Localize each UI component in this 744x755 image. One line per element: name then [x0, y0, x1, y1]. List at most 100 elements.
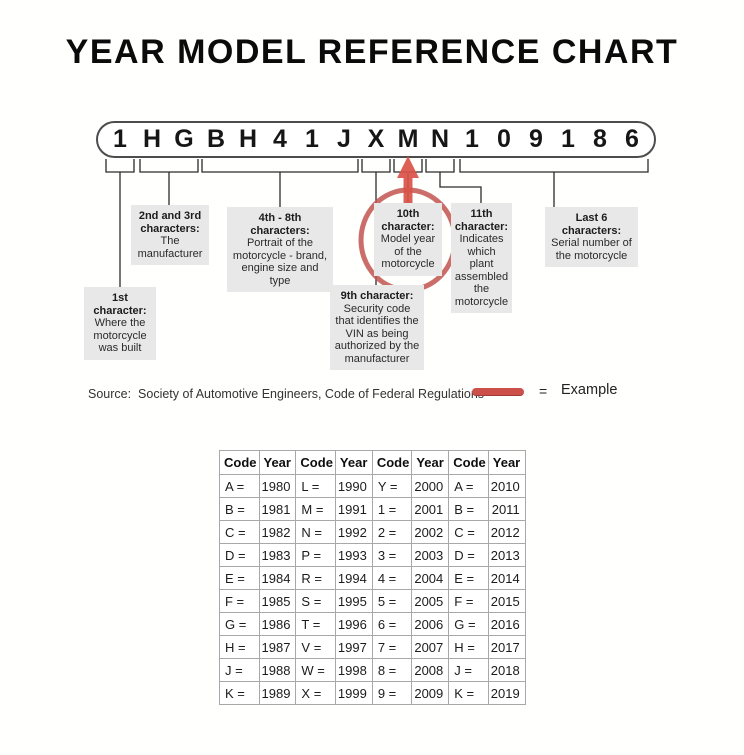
table-row: E = 1984 R = 1994 4 = 2004 E = 2014 [219, 566, 526, 590]
table-header-cell: Year [334, 450, 373, 475]
code-cell: R = [295, 566, 336, 590]
year-code-table: Code Year Code Year Code Year Code Year A = 1980… [219, 450, 526, 705]
year-cell: 2019 [487, 681, 526, 705]
year-cell: 2003 [411, 543, 450, 567]
code-cell: K = [448, 681, 489, 705]
year-cell: 1994 [334, 566, 373, 590]
callout-last-6-characters: Last 6 characters: Serial number of the … [545, 207, 638, 267]
code-cell: S = [295, 589, 336, 613]
code-cell: 8 = [371, 658, 413, 682]
year-cell: 1995 [334, 589, 373, 613]
code-cell: K = [219, 681, 260, 705]
table-row: J = 1988 W = 1998 8 = 2008 J = 2018 [219, 658, 526, 682]
table-row: F = 1985 S = 1995 5 = 2005 F = 2015 [219, 589, 526, 613]
code-cell: H = [219, 635, 260, 659]
callout-body: The manufacturer [137, 235, 203, 260]
code-cell: B = [219, 497, 260, 521]
callout-body: Serial number of the motorcycle [551, 237, 632, 262]
callout-heading: 4th - 8th characters: [250, 212, 310, 237]
vin-character: M [397, 125, 419, 153]
year-cell: 1997 [334, 635, 373, 659]
table-row: D = 1983 P = 1993 3 = 2003 D = 2013 [219, 543, 526, 567]
year-cell: 2018 [487, 658, 526, 682]
code-cell: J = [219, 658, 260, 682]
year-cell: 1985 [258, 589, 297, 613]
code-cell: W = [295, 658, 336, 682]
code-cell: D = [448, 543, 489, 567]
code-cell: E = [219, 566, 260, 590]
year-cell: 2015 [487, 589, 526, 613]
year-cell: 2009 [411, 681, 450, 705]
callout-heading: 1st character: [93, 292, 147, 317]
vin-character: 1 [305, 125, 319, 153]
table-header-cell: Year [487, 450, 526, 475]
code-cell: T = [295, 612, 336, 636]
code-cell: F = [219, 589, 260, 613]
table-row: G = 1986 T = 1996 6 = 2006 G = 2016 [219, 612, 526, 636]
year-cell: 2016 [487, 612, 526, 636]
code-cell: Y = [371, 474, 413, 498]
example-legend-line-icon [472, 388, 524, 396]
year-table-body: A = 1980 L = 1990 Y = 2000 A = 2010 B = 1981 M = 19… [219, 474, 526, 705]
year-cell: 2010 [487, 474, 526, 498]
code-cell: P = [295, 543, 336, 567]
year-cell: 1980 [258, 474, 297, 498]
year-cell: 1991 [334, 497, 373, 521]
year-cell: 1981 [258, 497, 297, 521]
table-header-cell: Code [295, 450, 336, 475]
table-header-cell: Code [448, 450, 489, 475]
vin-character: G [174, 125, 194, 153]
year-cell: 2007 [411, 635, 450, 659]
callout-heading: 11th character: [454, 208, 509, 233]
year-cell: 2012 [487, 520, 526, 544]
vin-character: N [430, 125, 450, 153]
callout-2nd-3rd-characters: 2nd and 3rd characters: The manufacturer [131, 205, 209, 265]
vin-character: 1 [561, 125, 575, 153]
year-cell: 2013 [487, 543, 526, 567]
year-cell: 1989 [258, 681, 297, 705]
code-cell: 1 = [371, 497, 413, 521]
code-cell: J = [448, 658, 489, 682]
callout-heading: 9th character: [340, 290, 414, 302]
year-cell: 2000 [411, 474, 450, 498]
table-header-cell: Code [371, 450, 413, 475]
code-cell: E = [448, 566, 489, 590]
year-cell: 2006 [411, 612, 450, 636]
callout-body: Indicates which plant assembled the moto… [454, 233, 509, 308]
callout-body: Model year of the motorcycle [380, 233, 436, 270]
vin-character: 1 [113, 125, 127, 153]
code-cell: C = [448, 520, 489, 544]
code-cell: M = [295, 497, 336, 521]
table-row: C = 1982 N = 1992 2 = 2002 C = 2012 [219, 520, 526, 544]
legend-example-label: Example [561, 382, 618, 398]
code-cell: C = [219, 520, 260, 544]
legend-equals-sign: = [539, 383, 548, 399]
code-cell: 7 = [371, 635, 413, 659]
source-text: Source: Society of Automotive Engineers,… [88, 387, 485, 401]
year-cell: 2011 [487, 497, 526, 521]
table-row: H = 1987 V = 1997 7 = 2007 H = 2017 [219, 635, 526, 659]
year-cell: 1992 [334, 520, 373, 544]
code-cell: G = [219, 612, 260, 636]
year-cell: 2008 [411, 658, 450, 682]
code-cell: F = [448, 589, 489, 613]
code-cell: B = [448, 497, 489, 521]
table-header-row: Code Year Code Year Code Year Code Year [219, 450, 526, 475]
vin-character: 8 [593, 125, 607, 153]
year-cell: 1996 [334, 612, 373, 636]
table-header-cell: Year [411, 450, 450, 475]
code-cell: 5 = [371, 589, 413, 613]
vin-character: 0 [497, 125, 511, 153]
table-row: K = 1989 X = 1999 9 = 2009 K = 2019 [219, 681, 526, 705]
vin-character: 6 [625, 125, 639, 153]
table-header-cell: Code [219, 450, 260, 475]
year-cell: 1987 [258, 635, 297, 659]
callout-heading: 2nd and 3rd characters: [138, 210, 202, 235]
table-header-cell: Year [258, 450, 297, 475]
callout-heading: Last 6 characters: [561, 212, 622, 237]
callout-body: Security code that identifies the VIN as… [334, 302, 420, 365]
year-cell: 1998 [334, 658, 373, 682]
vin-character: 1 [465, 125, 479, 153]
code-cell: 3 = [371, 543, 413, 567]
